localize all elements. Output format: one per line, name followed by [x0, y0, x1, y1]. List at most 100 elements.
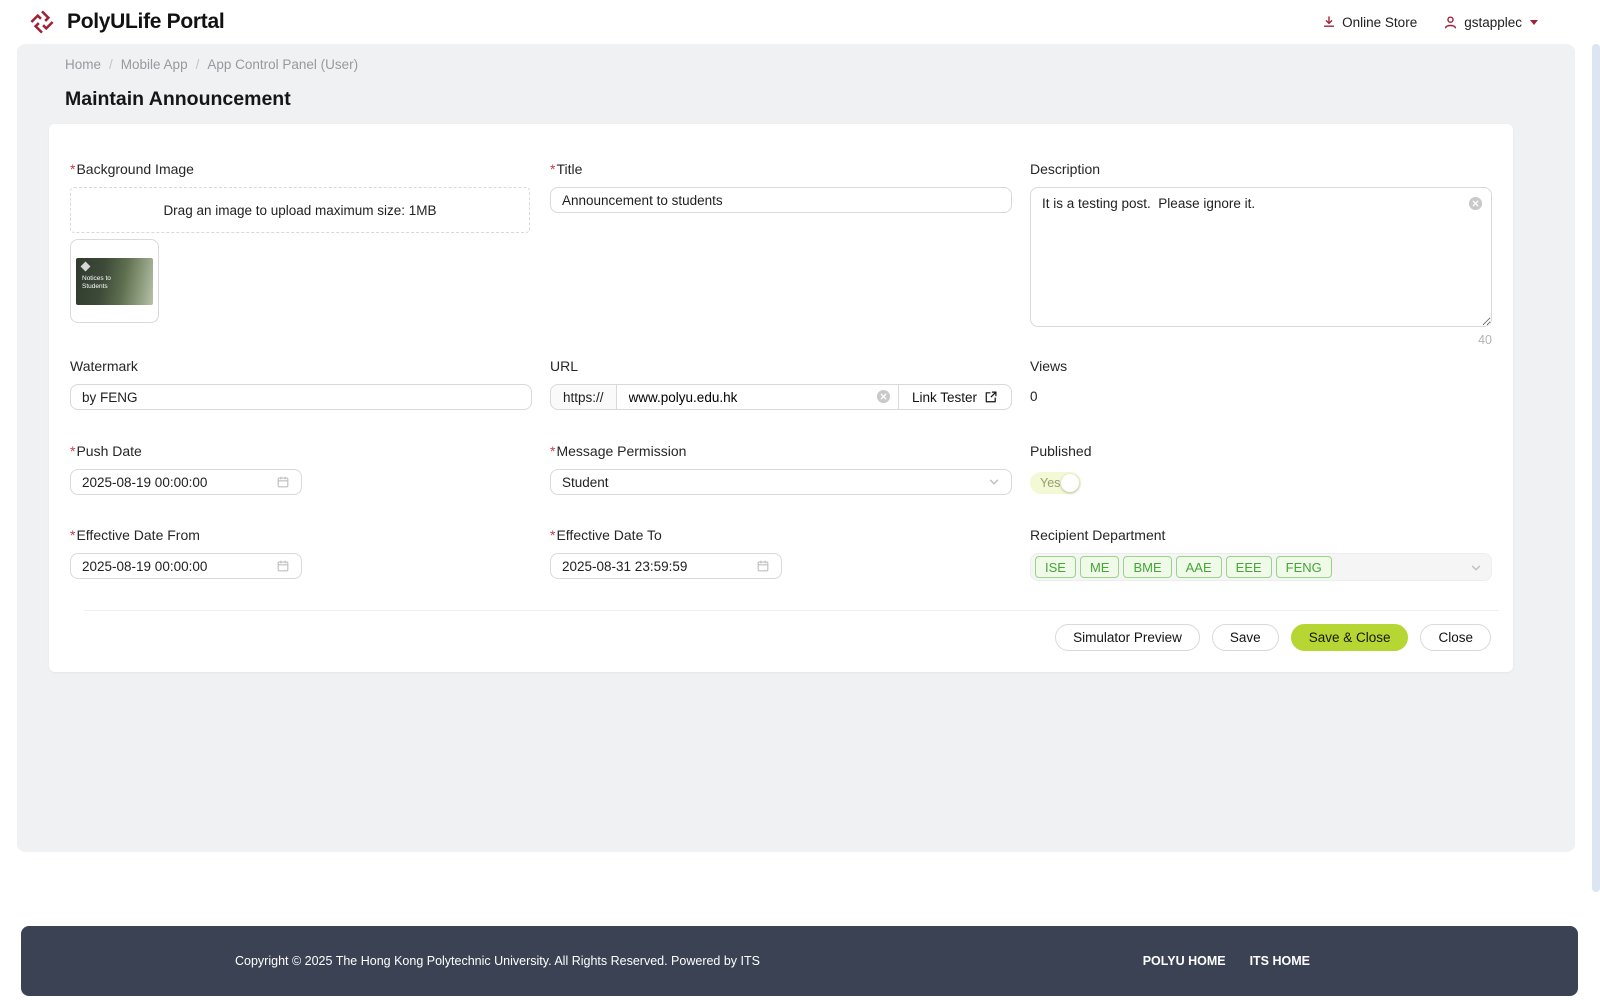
action-bar: Simulator Preview Save Save & Close Clos… — [70, 624, 1491, 651]
recipient-department-select[interactable]: ISE ME BME AAE EEE FENG — [1030, 553, 1492, 581]
download-icon — [1322, 15, 1336, 29]
message-permission-label: * Message Permission — [550, 443, 687, 459]
field-views: Views 0 — [1030, 357, 1492, 442]
breadcrumb-separator: / — [109, 57, 113, 72]
chevron-down-icon — [1470, 562, 1482, 574]
required-marker: * — [70, 527, 76, 543]
user-icon — [1443, 15, 1458, 30]
online-store-label: Online Store — [1342, 14, 1418, 30]
views-label: Views — [1030, 358, 1068, 374]
app-title: PolyULife Portal — [67, 10, 225, 33]
polyu-home-link[interactable]: POLYU HOME — [1142, 954, 1226, 968]
url-protocol-addon: https:// — [550, 384, 617, 410]
department-tag[interactable]: EEE — [1225, 556, 1272, 578]
field-background-image: * Background Image Drag an image to uplo… — [70, 160, 532, 357]
field-push-date: * Push Date 2025-08-19 00:00:00 — [70, 442, 532, 526]
simulator-preview-button[interactable]: Simulator Preview — [1055, 624, 1200, 651]
copyright-text: Copyright © 2025 The Hong Kong Polytechn… — [235, 954, 760, 968]
breadcrumb-home[interactable]: Home — [65, 57, 102, 72]
field-title: * Title — [550, 160, 1012, 357]
form-card: * Background Image Drag an image to uplo… — [49, 124, 1513, 672]
field-url: URL https:// Link Tester — [550, 357, 1012, 442]
department-tag[interactable]: FENG — [1275, 556, 1332, 578]
image-upload-dropzone[interactable]: Drag an image to upload maximum size: 1M… — [70, 187, 530, 233]
title-label: * Title — [550, 161, 583, 177]
calendar-icon — [756, 559, 770, 573]
chevron-down-icon — [988, 476, 1000, 488]
thumbnail-logo-icon — [80, 261, 91, 271]
breadcrumb-mobile-app[interactable]: Mobile App — [120, 57, 188, 72]
published-label: Published — [1030, 443, 1092, 459]
effective-date-to-label: * Effective Date To — [550, 527, 662, 543]
save-button[interactable]: Save — [1211, 624, 1279, 651]
field-published: Published Yes — [1030, 442, 1492, 526]
save-and-close-button[interactable]: Save & Close — [1290, 624, 1409, 651]
message-permission-select[interactable]: Student — [550, 469, 1012, 495]
header-right: Online Store gstapplec — [1322, 15, 1538, 30]
scrollbar-track[interactable] — [1592, 44, 1600, 892]
push-date-input[interactable]: 2025-08-19 00:00:00 — [70, 469, 302, 495]
close-button[interactable]: Close — [1420, 624, 1491, 651]
field-watermark: Watermark — [70, 357, 532, 442]
footer-links: POLYU HOME ITS HOME — [1143, 954, 1310, 968]
department-tag[interactable]: ISE — [1035, 556, 1076, 578]
user-menu[interactable]: gstapplec — [1443, 15, 1538, 30]
breadcrumb-current: App Control Panel (User) — [207, 57, 359, 72]
background-image-label: * Background Image — [70, 161, 194, 177]
department-tag[interactable]: BME — [1123, 556, 1172, 578]
uploaded-image-thumbnail[interactable]: Notices to Students — [70, 239, 159, 323]
field-recipient-department: Recipient Department ISE ME BME AAE EEE … — [1030, 526, 1492, 610]
toggle-knob — [1061, 474, 1079, 492]
thumbnail-caption: Notices to Students — [82, 274, 111, 290]
footer: Copyright © 2025 The Hong Kong Polytechn… — [21, 926, 1578, 996]
calendar-icon — [276, 559, 290, 573]
url-input[interactable] — [616, 384, 899, 410]
online-store-link[interactable]: Online Store — [1322, 15, 1417, 30]
calendar-icon — [276, 475, 290, 489]
toggle-state-label: Yes — [1040, 476, 1061, 490]
department-tag[interactable]: AAE — [1175, 556, 1222, 578]
required-marker: * — [550, 527, 556, 543]
username: gstapplec — [1464, 14, 1522, 30]
description-textarea[interactable]: It is a testing post. Please ignore it. — [1030, 187, 1492, 327]
published-toggle[interactable]: Yes — [1030, 472, 1081, 494]
description-label: Description — [1030, 161, 1101, 177]
breadcrumb: Home / Mobile App / App Control Panel (U… — [65, 57, 1575, 72]
title-input[interactable] — [550, 187, 1012, 213]
department-tag[interactable]: ME — [1079, 556, 1120, 578]
chevron-down-icon — [1530, 19, 1538, 25]
page-title: Maintain Announcement — [65, 88, 291, 110]
brand: PolyULife Portal — [27, 7, 225, 37]
required-marker: * — [70, 443, 76, 459]
clear-url-icon[interactable] — [876, 389, 891, 404]
recipient-department-label: Recipient Department — [1030, 527, 1166, 543]
field-description: Description It is a testing post. Please… — [1030, 160, 1492, 357]
push-date-label: * Push Date — [70, 443, 142, 459]
upload-hint: Drag an image to upload maximum size: 1M… — [163, 202, 437, 218]
breadcrumb-separator: / — [195, 57, 200, 72]
required-marker: * — [70, 161, 76, 177]
external-link-icon — [984, 390, 998, 404]
link-tester-button[interactable]: Link Tester — [898, 384, 1012, 410]
description-char-count: 40 — [1478, 333, 1492, 347]
effective-date-from-label: * Effective Date From — [70, 527, 200, 543]
watermark-label: Watermark — [70, 358, 138, 374]
required-marker: * — [550, 161, 556, 177]
effective-date-from-input[interactable]: 2025-08-19 00:00:00 — [70, 553, 302, 579]
divider — [84, 610, 1499, 611]
url-label: URL — [550, 358, 579, 374]
main-content: Home / Mobile App / App Control Panel (U… — [17, 44, 1575, 852]
field-message-permission: * Message Permission Student — [550, 442, 1012, 526]
field-effective-date-to: * Effective Date To 2025-08-31 23:59:59 — [550, 526, 1012, 610]
its-home-link[interactable]: ITS HOME — [1249, 954, 1310, 968]
field-effective-date-from: * Effective Date From 2025-08-19 00:00:0… — [70, 526, 532, 610]
effective-date-to-input[interactable]: 2025-08-31 23:59:59 — [550, 553, 782, 579]
polyu-logo-icon — [27, 7, 57, 37]
thumbnail-image: Notices to Students — [76, 257, 153, 305]
required-marker: * — [550, 443, 556, 459]
watermark-input[interactable] — [70, 384, 532, 410]
top-header: PolyULife Portal Online Store gstapplec — [0, 0, 1600, 44]
clear-description-icon[interactable] — [1468, 196, 1483, 211]
views-value: 0 — [1030, 389, 1038, 404]
